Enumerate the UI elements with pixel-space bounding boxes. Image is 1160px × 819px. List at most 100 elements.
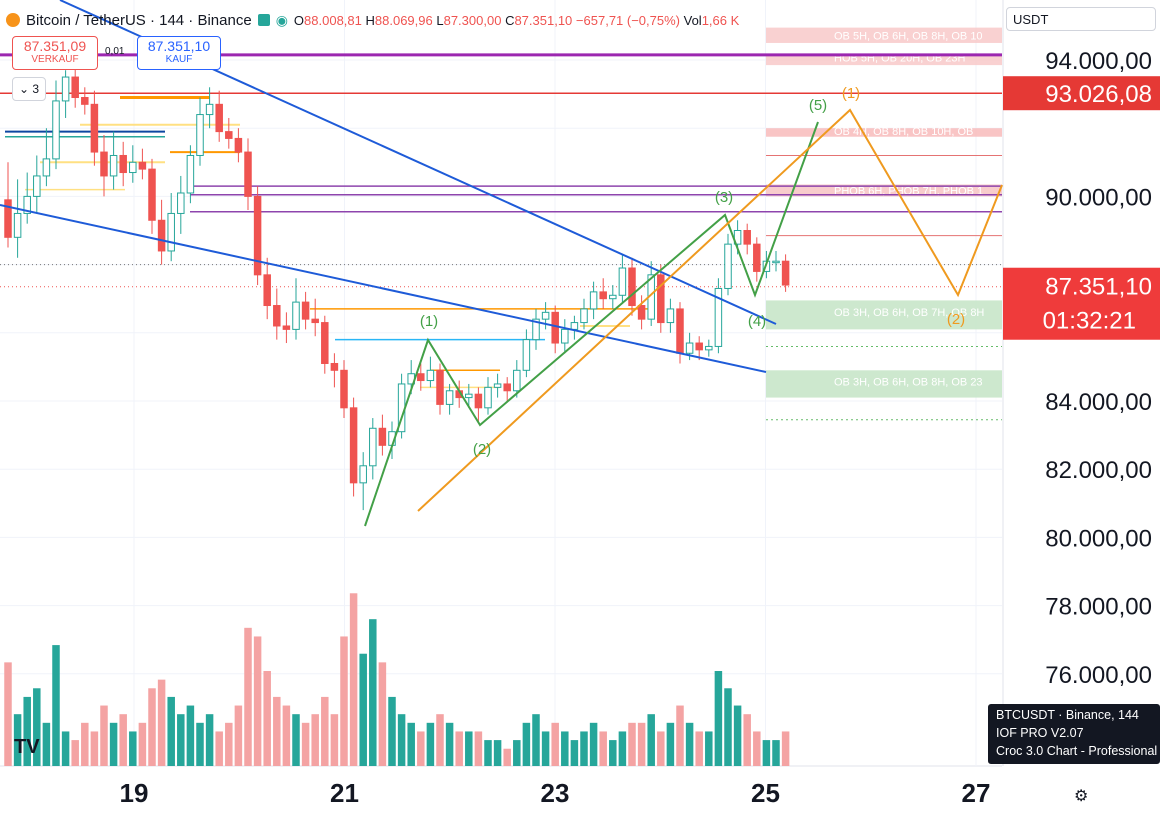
candle-body xyxy=(292,301,300,330)
zone-rect-1 xyxy=(766,27,1002,43)
price-axis[interactable]: 94.000,00 90.000,00 84.000,00 82.000,00 80.0… xyxy=(1003,48,1160,689)
symbol-title[interactable]: Bitcoin / TetherUS · 144 · Binance xyxy=(26,11,252,29)
volume-bar xyxy=(426,722,435,766)
volume-bar xyxy=(695,731,703,766)
chevron-down-icon: ⌄ xyxy=(18,82,30,96)
candle-body xyxy=(666,308,675,324)
candle-body xyxy=(321,322,329,364)
buy-button[interactable]: 87.351,10 KAUF xyxy=(137,36,221,70)
candle-body xyxy=(743,230,751,245)
candle-body xyxy=(90,103,99,153)
candle-body xyxy=(138,161,147,170)
zone-label-3: OB 4H, OB 8H, OB 10H, OB xyxy=(834,126,973,138)
candle-body xyxy=(676,308,684,354)
chart-info-tooltip: BTCUSDT · Binance, 144 IOF PRO V2.07 Cro… xyxy=(988,704,1160,764)
candle-body xyxy=(273,305,281,327)
volume-bar xyxy=(33,688,41,766)
volume-bar xyxy=(628,722,636,766)
volume-bars xyxy=(4,593,790,766)
sell-button[interactable]: 87.351,09 VERKAUF xyxy=(12,36,98,70)
status-dot-icon: ◉ xyxy=(275,11,288,28)
candle-body xyxy=(61,76,70,102)
drawing-lines xyxy=(0,0,1003,527)
time-axis[interactable]: 19 21 23 25 27 xyxy=(120,778,991,808)
candle-body xyxy=(129,161,137,174)
zone-rect-6 xyxy=(766,370,1002,398)
elliott-wave-green xyxy=(364,121,819,527)
tradingview-logo: TV xyxy=(14,736,40,758)
candle-body xyxy=(42,158,51,177)
volume-bar xyxy=(599,731,607,766)
volume-bar xyxy=(330,714,339,766)
candle-body xyxy=(474,393,483,409)
candle-body xyxy=(695,342,703,351)
settings-gear-icon[interactable]: ⚙ xyxy=(1074,788,1089,805)
volume-bar xyxy=(81,722,89,766)
volume-bar xyxy=(311,714,319,766)
wave-label-o1: (1) xyxy=(842,85,860,102)
candle-body xyxy=(551,311,559,344)
candle-body xyxy=(522,339,531,371)
symbol-header[interactable]: Bitcoin / TetherUS · 144 · Binance ◉ O88… xyxy=(6,8,739,32)
volume-bar xyxy=(234,705,243,766)
candle-body xyxy=(311,318,319,324)
volume-bar xyxy=(119,714,127,766)
wave-label-g2: (2) xyxy=(473,441,491,458)
indicators-count: 3 xyxy=(32,82,40,96)
tooltip-line-1: BTCUSDT · Binance, 144 xyxy=(996,708,1139,722)
volume-bar xyxy=(762,740,771,766)
candle-body xyxy=(349,407,358,484)
candle-body xyxy=(119,154,127,174)
volume-bar xyxy=(589,722,598,766)
candle-body xyxy=(33,175,41,197)
volume-bar xyxy=(196,722,204,766)
volume-bar xyxy=(129,731,137,766)
candle-body xyxy=(244,151,252,197)
volume-bar xyxy=(781,731,790,766)
volume-bar xyxy=(724,688,732,766)
elliott-wave-orange xyxy=(417,108,1003,512)
time-tick-label: 27 xyxy=(962,778,991,808)
volume-bar xyxy=(407,722,415,766)
time-tick-label: 25 xyxy=(751,778,780,808)
candle-body xyxy=(609,294,617,300)
candle-body xyxy=(167,212,175,252)
currency-selector[interactable]: USDT xyxy=(1006,7,1156,31)
wave-label-g4: (4) xyxy=(748,313,766,330)
indicators-toggle[interactable]: ⌄ 3 xyxy=(12,77,46,101)
candle-body xyxy=(618,267,627,296)
volume-bar xyxy=(397,714,406,766)
volume-bar xyxy=(647,714,655,766)
volume-bar xyxy=(388,696,396,766)
level-price-label: 93.026,08 xyxy=(1045,81,1152,108)
volume-bar xyxy=(743,714,751,766)
candle-body xyxy=(599,291,607,300)
volume-bar xyxy=(455,731,463,766)
volume-bar xyxy=(71,740,79,766)
volume-bar xyxy=(138,722,147,766)
candle-body xyxy=(205,103,214,116)
volume-bar xyxy=(263,671,271,766)
trendline-lower xyxy=(0,204,767,373)
price-tick-label: 82.000,00 xyxy=(1045,457,1152,484)
candle-body xyxy=(263,274,271,307)
wave-label-g1: (1) xyxy=(420,313,438,330)
volume-bar xyxy=(301,722,310,766)
volume-bar xyxy=(733,705,742,766)
tooltip-line-3: Croc 3.0 Chart - Professional xyxy=(996,744,1158,758)
volume-bar xyxy=(609,740,617,766)
candle-body xyxy=(772,260,780,264)
ohlc-values: O88.008,81 H88.069,96 L87.300,00 C87.351… xyxy=(293,12,740,28)
volume-bar xyxy=(772,740,780,766)
volume-bar xyxy=(90,731,99,766)
volume-bar xyxy=(61,731,70,766)
volume-bar xyxy=(215,731,223,766)
volume-bar xyxy=(177,714,185,766)
candle-body xyxy=(340,369,348,409)
countdown-label: 01:32:21 xyxy=(1043,308,1136,335)
candle-body xyxy=(657,274,665,324)
candle-body xyxy=(4,199,12,238)
volume-bar xyxy=(109,722,118,766)
candle-body xyxy=(225,131,233,139)
